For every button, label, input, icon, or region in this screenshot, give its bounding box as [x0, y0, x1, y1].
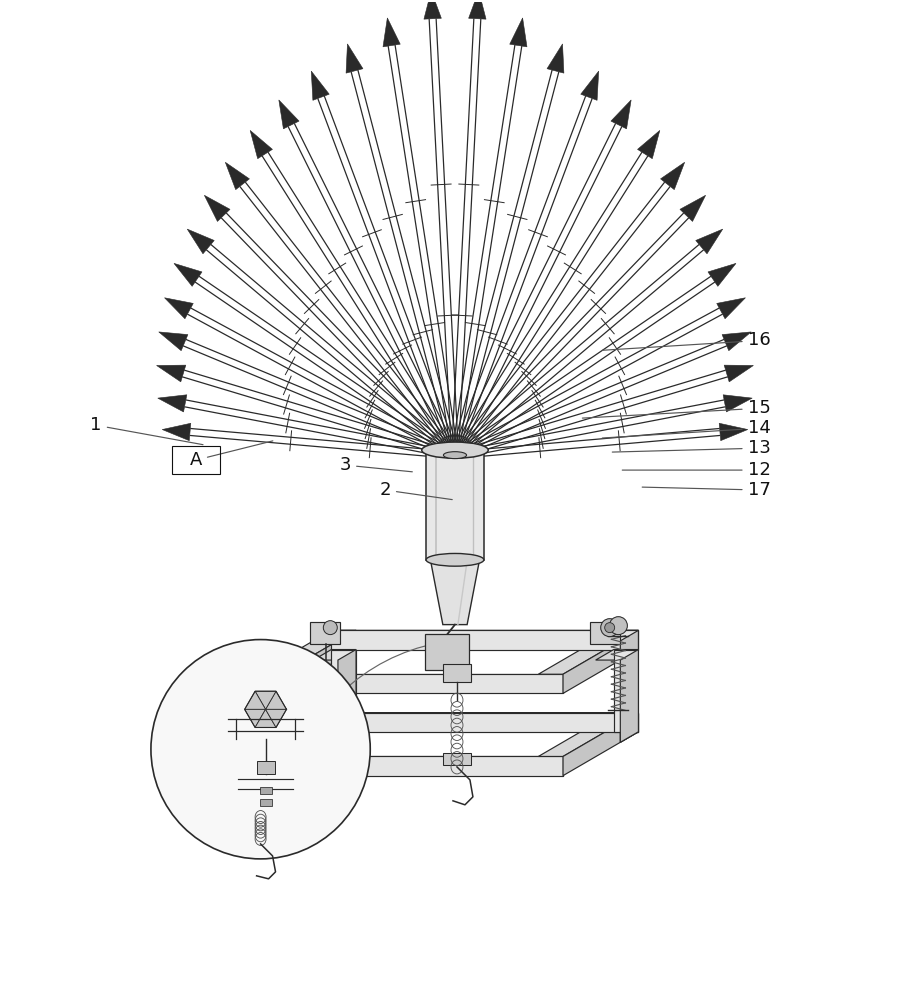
- Polygon shape: [313, 713, 638, 723]
- Polygon shape: [724, 365, 753, 382]
- Polygon shape: [256, 674, 563, 693]
- Bar: [256, 761, 274, 774]
- Polygon shape: [719, 423, 748, 441]
- Polygon shape: [580, 71, 598, 100]
- Polygon shape: [696, 229, 723, 254]
- Polygon shape: [266, 709, 286, 727]
- Ellipse shape: [444, 452, 466, 459]
- Polygon shape: [424, 0, 441, 19]
- Polygon shape: [158, 332, 188, 351]
- Polygon shape: [255, 691, 276, 709]
- Circle shape: [600, 619, 618, 637]
- Polygon shape: [245, 709, 266, 727]
- Polygon shape: [338, 650, 356, 742]
- Text: 16: 16: [602, 331, 770, 350]
- Polygon shape: [722, 332, 752, 351]
- Polygon shape: [538, 630, 638, 674]
- Polygon shape: [311, 71, 329, 100]
- Polygon shape: [637, 130, 660, 159]
- Polygon shape: [614, 650, 638, 732]
- Polygon shape: [266, 691, 286, 709]
- Text: 1: 1: [90, 416, 203, 445]
- Bar: [259, 799, 272, 806]
- Bar: [443, 753, 471, 765]
- Polygon shape: [331, 713, 638, 732]
- Ellipse shape: [426, 553, 484, 566]
- Circle shape: [151, 640, 370, 859]
- Polygon shape: [547, 44, 564, 73]
- Polygon shape: [708, 263, 736, 286]
- Polygon shape: [256, 756, 563, 776]
- Polygon shape: [281, 630, 356, 693]
- Polygon shape: [204, 195, 230, 221]
- Polygon shape: [331, 650, 356, 732]
- FancyBboxPatch shape: [426, 634, 469, 670]
- FancyBboxPatch shape: [310, 622, 340, 644]
- Text: 12: 12: [622, 461, 770, 479]
- Polygon shape: [661, 162, 685, 190]
- Polygon shape: [313, 650, 356, 660]
- Polygon shape: [538, 713, 638, 756]
- Text: 13: 13: [612, 439, 770, 457]
- Polygon shape: [174, 263, 202, 286]
- Polygon shape: [250, 130, 273, 159]
- Polygon shape: [563, 713, 638, 776]
- Polygon shape: [430, 560, 480, 625]
- Bar: [318, 698, 336, 705]
- Circle shape: [609, 617, 627, 635]
- Polygon shape: [611, 100, 631, 129]
- Polygon shape: [723, 395, 752, 412]
- Polygon shape: [331, 713, 356, 732]
- Bar: [310, 713, 340, 725]
- Polygon shape: [281, 713, 356, 776]
- Text: 17: 17: [643, 481, 770, 499]
- FancyBboxPatch shape: [590, 622, 619, 644]
- Text: 15: 15: [582, 399, 770, 418]
- Text: A: A: [190, 441, 273, 469]
- Polygon shape: [279, 100, 299, 129]
- Polygon shape: [245, 691, 266, 709]
- Polygon shape: [596, 650, 638, 660]
- Polygon shape: [383, 18, 400, 47]
- FancyBboxPatch shape: [426, 450, 484, 560]
- Polygon shape: [331, 630, 638, 650]
- Text: 14: 14: [602, 419, 770, 438]
- Circle shape: [323, 621, 338, 635]
- Polygon shape: [162, 423, 191, 441]
- Polygon shape: [614, 630, 638, 650]
- Polygon shape: [225, 162, 249, 190]
- Polygon shape: [620, 713, 638, 742]
- Bar: [318, 723, 336, 730]
- Polygon shape: [680, 195, 706, 221]
- Text: 3: 3: [339, 456, 412, 474]
- Bar: [259, 787, 272, 794]
- Polygon shape: [620, 630, 638, 660]
- Text: 2: 2: [380, 481, 452, 500]
- Polygon shape: [469, 0, 486, 19]
- Ellipse shape: [422, 442, 488, 458]
- Polygon shape: [620, 650, 638, 742]
- Polygon shape: [509, 18, 527, 47]
- Circle shape: [605, 623, 615, 633]
- Polygon shape: [157, 365, 185, 382]
- Polygon shape: [187, 229, 214, 254]
- Polygon shape: [346, 44, 363, 73]
- Polygon shape: [256, 630, 356, 674]
- Polygon shape: [256, 713, 356, 756]
- Polygon shape: [313, 630, 638, 641]
- Polygon shape: [563, 630, 638, 693]
- Polygon shape: [165, 298, 194, 319]
- Polygon shape: [158, 395, 187, 412]
- Polygon shape: [255, 709, 276, 727]
- Polygon shape: [614, 713, 638, 732]
- FancyBboxPatch shape: [443, 664, 471, 682]
- Polygon shape: [716, 298, 745, 319]
- Polygon shape: [331, 630, 356, 650]
